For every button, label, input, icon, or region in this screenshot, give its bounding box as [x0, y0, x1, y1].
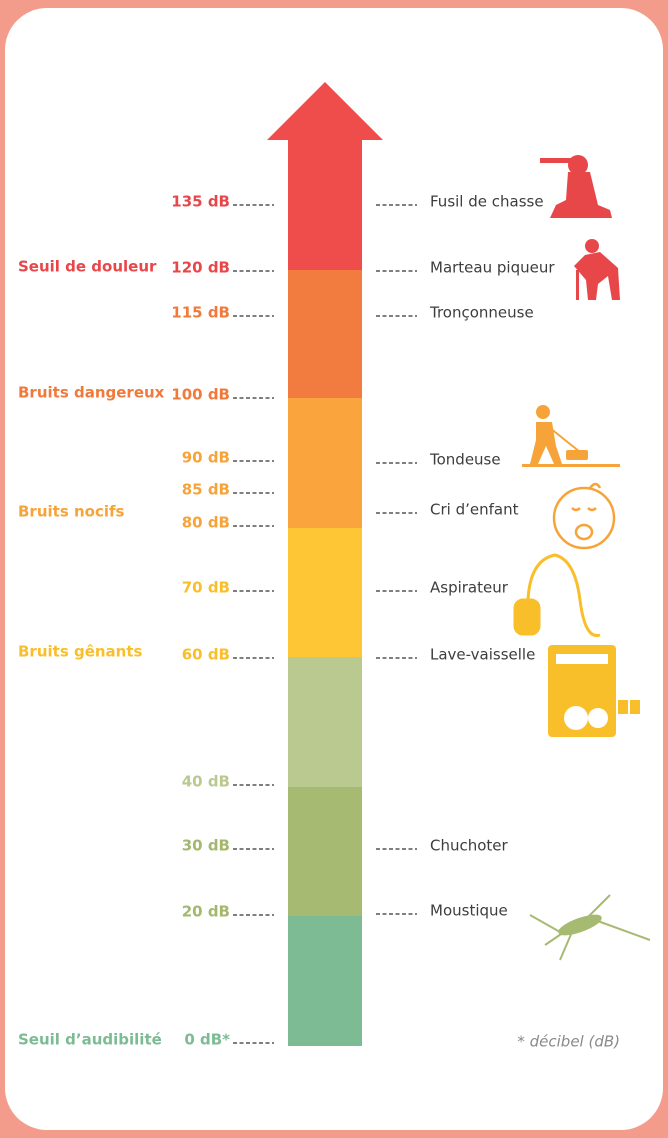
source-label: Lave-vaisselle — [430, 646, 535, 664]
zone-label: Seuil de douleur — [18, 258, 157, 276]
arrow-segment — [288, 270, 362, 398]
source-label: Cri d’enfant — [430, 501, 519, 519]
arrow-segment — [288, 787, 362, 916]
body: 135 dB 120 dB 115 dB 100 dB 90 dB 85 dB 80 dB 7… — [0, 0, 668, 1138]
level-label: 85 dB — [182, 481, 230, 499]
zone-label: Bruits gênants — [18, 643, 143, 661]
source-label: Moustique — [430, 902, 508, 920]
infographic: 135 dB 120 dB 115 dB 100 dB 90 dB 85 dB 80 dB 7… — [0, 0, 668, 1138]
arrow-segment — [288, 657, 362, 787]
zone-label: Bruits nocifs — [18, 503, 125, 521]
source-label: Tondeuse — [429, 451, 501, 469]
arrow-segment — [288, 916, 362, 1046]
arrow-segment — [288, 528, 362, 657]
zone-label: Seuil d’audibilité — [18, 1031, 162, 1049]
level-label: 40 dB — [182, 773, 230, 791]
source-label: Aspirateur — [430, 579, 509, 597]
zone-label: Bruits dangereux — [18, 384, 165, 402]
level-label: 120 dB — [171, 259, 230, 277]
level-label: 60 dB — [182, 646, 230, 664]
arrow-segment — [288, 139, 362, 270]
level-label: 115 dB — [171, 304, 230, 322]
arrow-segment — [288, 398, 362, 528]
page: {"scale": ["135 dB", "120 dB", "115 dB",… — [0, 0, 668, 1138]
level-label: 80 dB — [182, 514, 230, 532]
level-label: 90 dB — [182, 449, 230, 467]
source-label: Marteau piqueur — [430, 259, 555, 277]
footnote: * décibel (dB) — [517, 1033, 620, 1051]
source-label: Chuchoter — [430, 837, 509, 855]
level-label: 20 dB — [182, 903, 230, 921]
source-label: Fusil de chasse — [430, 193, 544, 211]
level-label: 30 dB — [182, 837, 230, 855]
source-label: Tronçonneuse — [429, 304, 534, 322]
level-label: 135 dB — [171, 193, 230, 211]
level-label: 70 dB — [182, 579, 230, 597]
level-label: 0 dB* — [184, 1031, 230, 1049]
level-label: 100 dB — [171, 386, 230, 404]
